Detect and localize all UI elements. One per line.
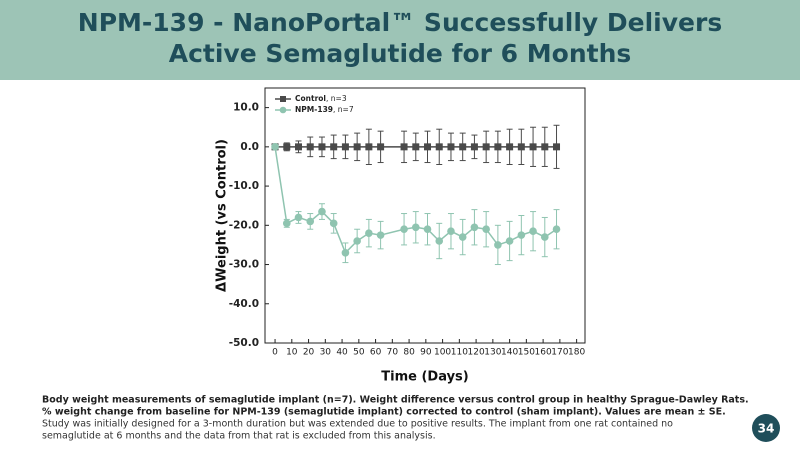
data-point [541, 143, 549, 151]
data-point [329, 219, 338, 228]
data-point [377, 143, 385, 151]
data-point [318, 207, 326, 216]
legend-suffix: , n=7 [333, 105, 354, 114]
data-point [271, 143, 279, 151]
x-tick-label: 50 [353, 348, 365, 358]
x-tick-label: 20 [303, 348, 315, 358]
y-tick-label: -20.0 [229, 219, 259, 231]
data-point [552, 225, 561, 234]
data-point [506, 143, 514, 151]
x-tick-label: 30 [320, 348, 332, 358]
x-tick-label: 140 [501, 348, 518, 358]
x-tick-label: 60 [370, 348, 382, 358]
data-point [482, 143, 490, 151]
legend-marker [279, 106, 287, 114]
x-tick-label: 150 [518, 348, 535, 358]
data-point [295, 143, 303, 151]
x-tick-label: 160 [535, 348, 552, 358]
data-point [447, 227, 455, 235]
page-number: 34 [758, 422, 775, 436]
data-point [529, 143, 537, 151]
data-point [540, 233, 549, 241]
data-point [294, 213, 303, 222]
legend-name: NPM-139 [295, 105, 333, 114]
data-point [494, 143, 502, 151]
data-point [494, 241, 502, 249]
x-tick-label: 80 [403, 348, 415, 358]
y-tick-label: 0.0 [240, 141, 259, 153]
header-band [0, 0, 800, 80]
legend-suffix: , n=3 [326, 94, 347, 103]
data-point [411, 223, 420, 232]
x-tick-label: 70 [387, 348, 399, 358]
data-point [400, 143, 408, 151]
data-point [529, 227, 537, 235]
caption-bold: Body weight measurements of semaglutide … [42, 395, 749, 406]
x-tick-label: 120 [468, 348, 485, 358]
data-point [505, 237, 514, 245]
y-tick-label: -10.0 [229, 180, 259, 192]
data-point [365, 229, 373, 237]
title-line: NPM-139 - NanoPortal™ Successfully Deliv… [78, 8, 722, 37]
caption-bold: % weight change from baseline for NPM-13… [42, 407, 726, 418]
data-point [283, 143, 291, 151]
legend-name: Control [295, 94, 326, 103]
plot-frame [264, 87, 586, 344]
y-tick-label: 10.0 [233, 102, 259, 114]
data-point [318, 143, 326, 151]
data-point [341, 248, 350, 257]
data-point [435, 143, 443, 151]
data-point [517, 143, 525, 151]
data-point [330, 143, 338, 151]
data-point [341, 143, 349, 151]
legend-entry: NPM-139, n=7 [295, 105, 354, 114]
x-axis-label: Time (Days) [381, 370, 468, 385]
data-point [435, 237, 444, 245]
x-tick-label: 40 [336, 348, 348, 358]
legend-entry: Control, n=3 [295, 94, 347, 103]
x-tick-label: 180 [568, 348, 585, 358]
x-tick-label: 0 [272, 348, 278, 358]
data-point [423, 225, 432, 234]
data-point [447, 143, 455, 151]
data-point [424, 143, 432, 151]
y-tick-label: -50.0 [229, 337, 259, 349]
data-point [553, 143, 561, 151]
data-point [482, 225, 490, 234]
title-line: Active Semaglutide for 6 Months [169, 39, 632, 68]
caption-text: semaglutide at 6 months and the data fro… [42, 431, 436, 442]
data-point [458, 233, 467, 241]
caption-text: Study was initially designed for a 3-mon… [42, 419, 673, 430]
x-tick-label: 100 [434, 348, 451, 358]
legend-marker [280, 96, 286, 102]
x-tick-label: 130 [484, 348, 501, 358]
y-tick-label: -30.0 [229, 259, 259, 271]
x-tick-label: 110 [451, 348, 468, 358]
data-point [282, 219, 291, 228]
data-point [365, 143, 373, 151]
data-point [306, 143, 314, 151]
data-point [376, 231, 385, 239]
y-axis-label: ΔWeight (vs Control) [215, 139, 230, 292]
data-point [353, 237, 361, 245]
data-point [470, 143, 478, 151]
page-badge [752, 414, 780, 442]
x-tick-label: 90 [420, 348, 432, 358]
x-tick-label: 170 [551, 348, 568, 358]
data-point [306, 217, 315, 226]
y-tick-label: -40.0 [229, 298, 259, 310]
data-point [412, 143, 420, 151]
data-point [470, 223, 479, 232]
data-point [400, 225, 408, 234]
data-point [459, 143, 467, 151]
x-tick-label: 10 [286, 348, 298, 358]
data-point [353, 143, 361, 151]
data-point [517, 231, 526, 239]
